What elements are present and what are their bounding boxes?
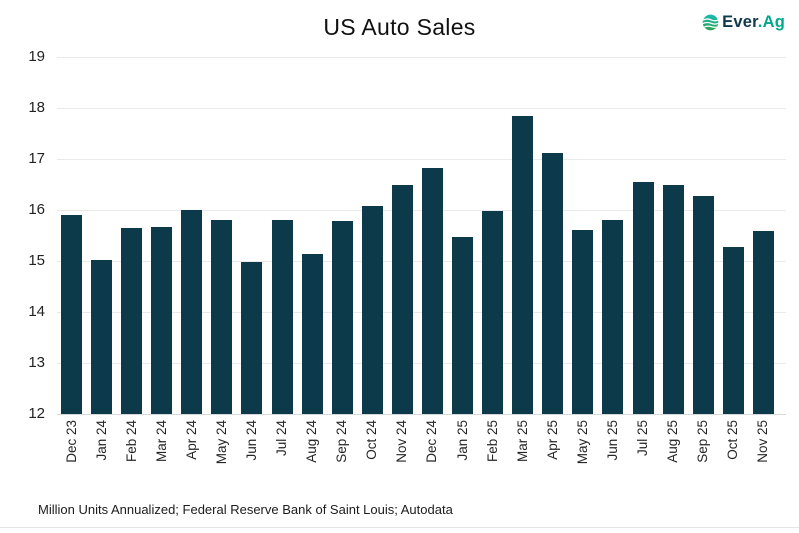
bar [421, 168, 443, 414]
bar [632, 182, 654, 414]
source-note: Million Units Annualized; Federal Reserv… [38, 502, 453, 517]
x-axis-tick-label: Nov 24 [394, 420, 410, 463]
x-axis-tick-label: Feb 24 [123, 420, 139, 463]
x-axis-tick-label: Jul 25 [635, 420, 651, 457]
gridline [57, 159, 786, 160]
x-axis-tick-label: Feb 25 [484, 420, 500, 463]
x-axis-tick-label: Sep 24 [334, 420, 350, 463]
gridline [57, 57, 786, 58]
bar [512, 115, 534, 414]
x-axis-tick-label: Sep 25 [695, 420, 711, 463]
x-axis-tick-label: Jun 25 [604, 420, 620, 461]
y-axis-tick-label: 16 [28, 201, 45, 218]
bar [482, 211, 504, 414]
bar [572, 230, 594, 414]
bottom-divider-line [0, 527, 799, 528]
bar [391, 184, 413, 414]
x-axis-tick-label: Apr 25 [544, 420, 560, 460]
gridline [57, 261, 786, 262]
bar [61, 215, 82, 414]
bar [151, 226, 173, 414]
gridline [57, 363, 786, 364]
bar [91, 259, 113, 414]
x-axis-tick-label: Mar 25 [514, 420, 530, 463]
bar [181, 210, 203, 414]
bar [662, 184, 684, 414]
x-axis-tick-label: Oct 25 [725, 420, 741, 460]
y-axis-tick-label: 15 [28, 252, 45, 269]
x-axis-tick-label: Jan 24 [93, 420, 109, 461]
bar [241, 262, 263, 414]
x-axis-tick-label: Jun 24 [243, 420, 259, 461]
x-axis-tick-label: Aug 25 [665, 420, 681, 463]
x-axis-line [57, 414, 786, 415]
everag-wave-circle-icon [702, 14, 719, 31]
x-axis-tick-label: Nov 25 [755, 420, 771, 463]
logo-text-ag: Ag [762, 13, 785, 31]
bar [692, 196, 714, 414]
y-axis-tick-label: 18 [28, 99, 45, 116]
x-axis-tick-label: Mar 24 [153, 420, 169, 463]
y-axis-tick-label: 13 [28, 354, 45, 371]
bar [331, 221, 353, 414]
everag-logo: Ever.Ag [702, 13, 785, 32]
x-axis-tick-label: Dec 23 [63, 420, 79, 463]
bar [602, 220, 624, 414]
logo-text: Ever.Ag [722, 13, 785, 32]
bar [542, 152, 564, 414]
y-axis-tick-label: 12 [28, 405, 45, 422]
y-axis-tick-label: 14 [28, 303, 45, 320]
bar [722, 246, 744, 414]
logo-text-dot: . [757, 13, 763, 31]
x-axis-tick-label: Apr 24 [183, 420, 199, 460]
bar [452, 237, 474, 414]
bar [361, 205, 383, 414]
chart-title: US Auto Sales [323, 14, 476, 40]
y-axis-tick-label: 19 [28, 48, 45, 65]
x-axis-tick-label: Aug 24 [304, 420, 320, 463]
x-axis-tick-label: Oct 24 [364, 420, 380, 460]
x-axis-tick-label: May 25 [574, 420, 590, 465]
y-axis-tick-label: 17 [28, 150, 45, 167]
bar [301, 254, 323, 414]
x-axis-tick-label: Dec 24 [424, 420, 440, 463]
bar [271, 220, 293, 414]
gridline [57, 210, 786, 211]
logo-text-ever: Ever [722, 13, 758, 31]
bar [211, 220, 233, 414]
x-axis-tick-label: Jul 24 [274, 420, 290, 457]
bar [752, 231, 774, 414]
gridline [57, 108, 786, 109]
x-axis-tick-label: May 24 [213, 420, 229, 465]
bar [121, 227, 143, 414]
x-axis-tick-label: Jan 25 [454, 420, 470, 461]
gridline [57, 312, 786, 313]
